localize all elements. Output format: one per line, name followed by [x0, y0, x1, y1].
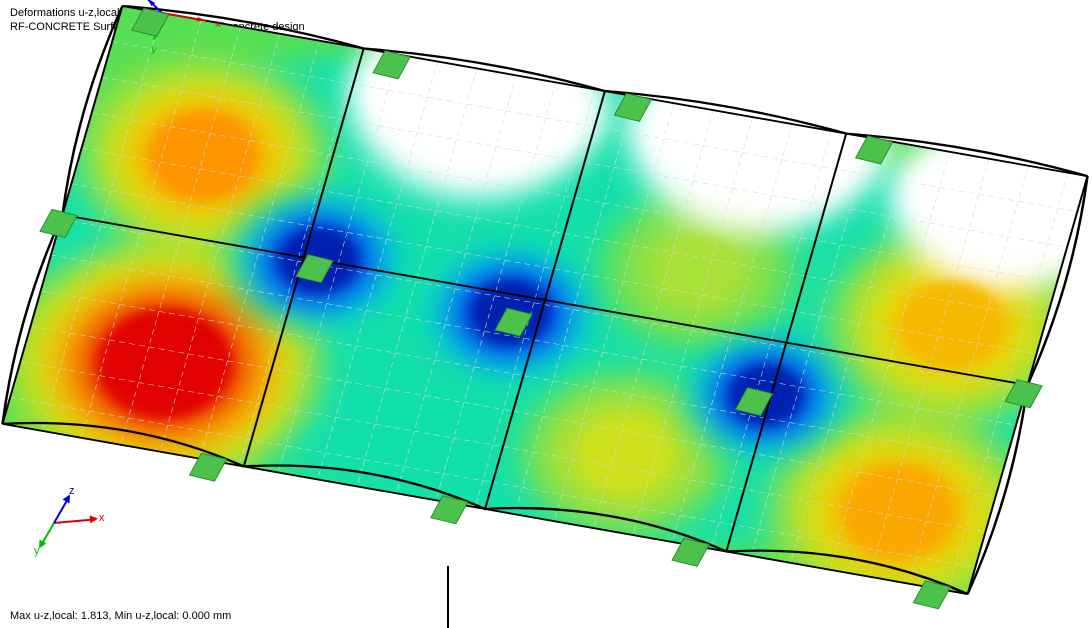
axis-triad: xyz — [36, 498, 116, 568]
axis-x-arrow — [90, 514, 99, 523]
axis-z-label: z — [69, 485, 75, 497]
slab-group: x y z — [0, 0, 1092, 628]
axis-y-label: y — [34, 545, 40, 557]
axis-x-label: x — [99, 512, 105, 524]
contour-viewport: x y z — [0, 0, 1092, 628]
axis-x — [54, 519, 94, 524]
